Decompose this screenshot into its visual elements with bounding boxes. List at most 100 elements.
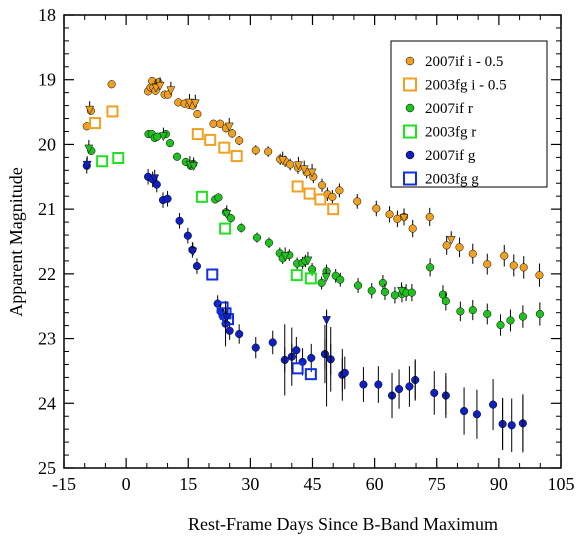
data-point-square	[291, 180, 304, 193]
data-point	[408, 224, 417, 233]
upper-limit-marker	[189, 162, 199, 171]
upper-limit-marker	[84, 144, 94, 154]
data-point	[367, 286, 376, 295]
upper-limit-marker	[303, 256, 313, 266]
data-point	[235, 329, 244, 339]
y-tick-label: 23	[38, 329, 56, 349]
data-point	[173, 152, 182, 161]
data-point	[425, 212, 434, 221]
data-point	[225, 326, 234, 335]
data-point	[268, 338, 277, 347]
data-point	[226, 214, 235, 223]
upper-limit-marker	[190, 99, 200, 109]
upper-limit-marker	[322, 316, 331, 326]
upper-limit-marker	[307, 168, 317, 178]
data-point	[378, 278, 387, 287]
upper-limit-marker	[150, 174, 160, 184]
upper-limit-marker	[185, 98, 194, 108]
data-point	[496, 320, 505, 330]
axis-ticks	[63, 14, 562, 469]
data-point	[460, 407, 469, 416]
legend: 2007if i - 0.5 2003fg i - 0.5 2007if r 2003…	[390, 40, 548, 188]
data-point	[395, 384, 404, 394]
data-point	[193, 109, 202, 119]
data-point	[472, 410, 481, 419]
data-point	[192, 262, 201, 271]
data-point	[251, 343, 260, 352]
data-point	[264, 238, 274, 247]
y-tick-label: 22	[38, 264, 56, 284]
data-point-square	[195, 190, 208, 203]
data-point-square	[314, 193, 327, 206]
data-point	[237, 223, 246, 232]
data-point	[518, 312, 527, 321]
data-point	[228, 129, 237, 138]
data-point	[336, 275, 345, 284]
data-point	[183, 231, 192, 240]
tick-labels: -15 0 15 30 45 60 75 90 105 18 19 20 21 22 23 24 25	[38, 5, 575, 494]
data-point-square	[290, 269, 303, 282]
upper-limit-marker	[224, 122, 234, 132]
data-point	[292, 346, 301, 355]
upper-limit-marker	[278, 156, 288, 166]
data-point-square	[89, 117, 102, 130]
data-point	[264, 147, 273, 156]
y-tick-label: 24	[38, 393, 56, 413]
upper-limit-marker	[222, 210, 232, 219]
data-point	[535, 271, 544, 280]
data-point-square	[112, 152, 125, 165]
upper-limit-marker	[188, 247, 198, 257]
legend-marker-square	[403, 171, 417, 186]
data-point-square	[219, 222, 232, 235]
data-points	[82, 76, 544, 453]
data-point	[175, 216, 184, 225]
y-tick-label: 25	[38, 458, 56, 478]
upper-limit-marker	[158, 132, 168, 142]
data-point	[163, 194, 172, 203]
data-point	[390, 291, 399, 300]
data-point-square	[230, 150, 243, 163]
data-point-square	[204, 133, 217, 146]
data-point-square	[218, 141, 231, 154]
data-point	[252, 233, 262, 242]
data-point-square	[303, 187, 316, 200]
legend-label: 2007if g	[425, 148, 476, 164]
data-point	[317, 278, 326, 287]
legend-marker-square	[403, 77, 417, 92]
data-point	[405, 382, 414, 391]
upper-limit-marker	[280, 252, 290, 261]
legend-label: 2003fg g	[425, 172, 479, 188]
legend-marker	[405, 56, 415, 66]
y-tick-label: 21	[38, 199, 56, 219]
data-point	[340, 368, 349, 377]
data-point	[506, 316, 515, 325]
upper-limit-marker	[299, 165, 309, 175]
legend-label: 2003fg r	[425, 125, 476, 141]
legend-label: 2007if i - 0.5	[425, 54, 503, 70]
y-tick-label: 18	[38, 5, 56, 25]
data-point-square	[304, 272, 317, 285]
legend-label: 2003fg i - 0.5	[425, 78, 507, 94]
x-tick-label: 105	[548, 474, 575, 494]
upper-limit-marker	[166, 86, 176, 96]
data-point	[456, 307, 465, 316]
data-point	[483, 309, 492, 319]
data-point	[335, 186, 344, 195]
data-point	[354, 281, 363, 290]
legend-box	[390, 40, 548, 188]
data-point	[455, 243, 464, 252]
data-point	[153, 132, 162, 141]
x-tick-label: 30	[241, 474, 259, 494]
plot-frame	[63, 14, 562, 469]
data-point	[500, 251, 509, 260]
legend-marker	[405, 150, 415, 160]
upper-limit-marker	[82, 160, 92, 170]
data-point	[353, 197, 362, 206]
data-point	[317, 181, 327, 190]
data-point	[442, 241, 451, 250]
x-tick-label: 45	[304, 474, 322, 494]
upper-limit-marker	[155, 81, 165, 91]
y-tick-label: 19	[38, 70, 56, 90]
data-point	[286, 160, 295, 169]
